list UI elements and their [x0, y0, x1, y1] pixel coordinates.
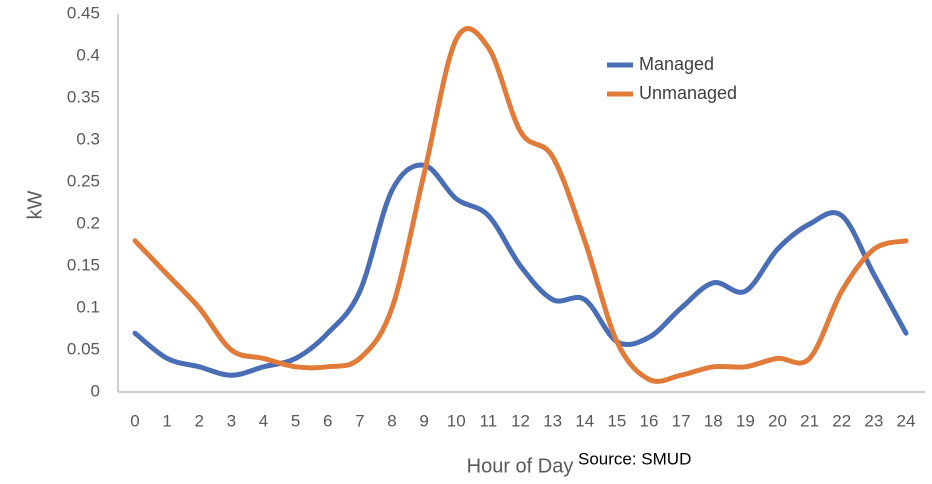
x-tick-label: 19 [736, 411, 755, 430]
x-tick-label: 7 [355, 411, 364, 430]
x-tick-label: 21 [800, 411, 819, 430]
y-tick-label: 0.25 [67, 171, 100, 190]
legend-label: Unmanaged [639, 83, 737, 103]
x-tick-label: 11 [480, 411, 498, 430]
x-tick-label: 2 [195, 411, 204, 430]
x-axis-label: Hour of Day [467, 455, 574, 477]
legend-label: Managed [639, 54, 714, 74]
x-tick-label: 24 [897, 411, 916, 430]
series-line [132, 26, 909, 384]
x-tick-label: 9 [419, 411, 428, 430]
x-tick-label: 13 [543, 411, 562, 430]
x-tick-label: 10 [447, 411, 466, 430]
x-tick-label: 16 [640, 411, 659, 430]
y-tick-label: 0 [91, 381, 100, 400]
x-tick-label: 23 [864, 411, 883, 430]
y-tick-label: 0.2 [76, 213, 100, 232]
y-tick-label: 0.05 [67, 339, 100, 358]
x-tick-label: 14 [575, 411, 594, 430]
x-tick-label: 0 [130, 411, 139, 430]
x-tick-label: 3 [227, 411, 236, 430]
y-tick-label: 0.4 [76, 45, 100, 64]
y-tick-label: 0.3 [76, 129, 100, 148]
y-tick-label: 0.15 [67, 255, 100, 274]
x-tick-label: 22 [832, 411, 851, 430]
x-tick-label: 18 [704, 411, 723, 430]
y-tick-label: 0.35 [67, 87, 100, 106]
x-tick-label: 6 [323, 411, 332, 430]
x-tick-label: 4 [259, 411, 268, 430]
x-tick-label: 17 [672, 411, 691, 430]
x-tick-label: 12 [511, 411, 530, 430]
y-tick-label: 0.45 [67, 3, 100, 22]
y-axis-label: kW [24, 190, 46, 219]
x-tick-label: 5 [291, 411, 300, 430]
series-line [132, 162, 909, 378]
x-tick-label: 15 [607, 411, 626, 430]
y-tick-label: 0.1 [76, 297, 100, 316]
x-tick-label: 1 [162, 411, 171, 430]
x-tick-label: 20 [768, 411, 787, 430]
x-tick-label: 8 [387, 411, 396, 430]
annotation: Source: SMUD [578, 449, 691, 468]
